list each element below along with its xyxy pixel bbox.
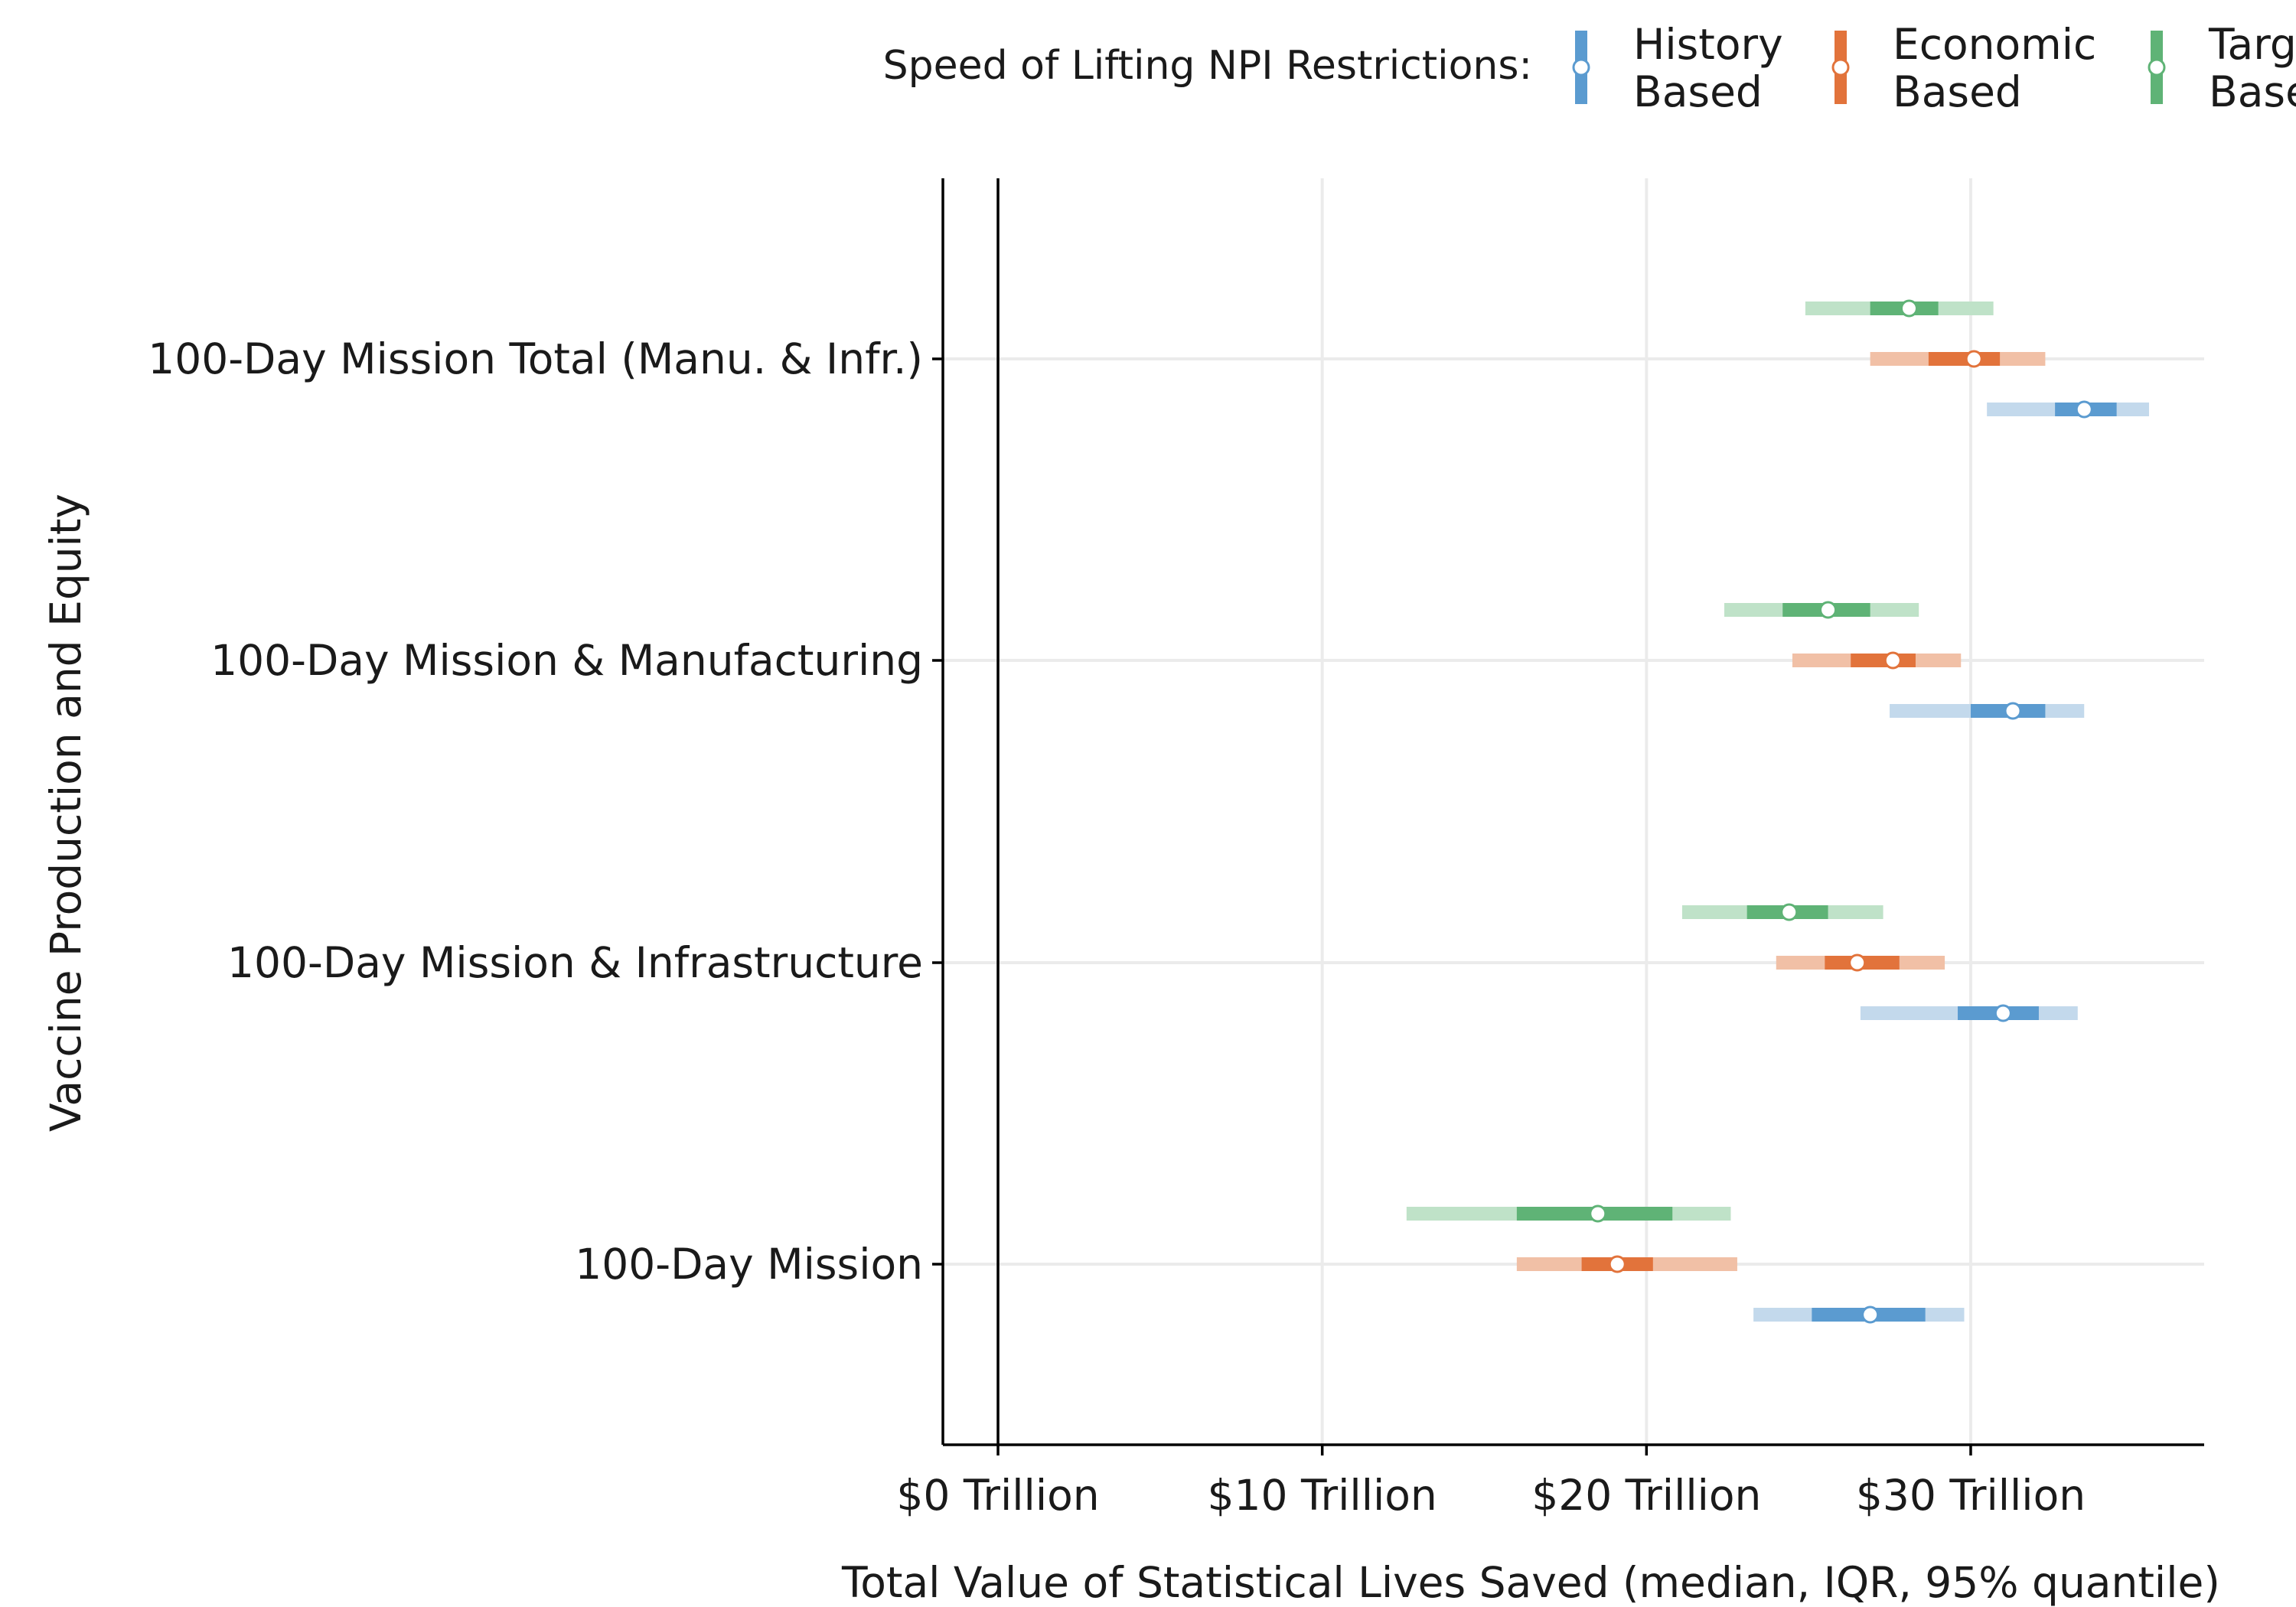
median-point bbox=[2004, 702, 2022, 720]
median-point bbox=[1994, 1004, 2012, 1022]
y-tick-label: 100-Day Mission & Infrastructure bbox=[227, 938, 923, 987]
x-tick-label: $0 Trillion bbox=[896, 1471, 1099, 1520]
legend-key-point bbox=[1572, 58, 1590, 77]
axes-layer: $0 Trillion $10 Trillion $20 Trillion $30 T… bbox=[148, 178, 2204, 1520]
marks-layer bbox=[1406, 299, 2149, 1324]
median-point bbox=[1883, 651, 1902, 670]
median-point bbox=[1819, 601, 1838, 619]
median-point bbox=[2075, 400, 2093, 419]
median-point bbox=[1589, 1204, 1607, 1223]
legend-key-point bbox=[1831, 58, 1850, 77]
legend-label: Based bbox=[1633, 67, 1763, 116]
x-tick-label: $10 Trillion bbox=[1208, 1471, 1437, 1520]
legend-key-point bbox=[2148, 58, 2166, 77]
x-tick-label: $20 Trillion bbox=[1531, 1471, 1761, 1520]
y-tick-label: 100-Day Mission Total (Manu. & Infr.) bbox=[148, 334, 923, 383]
median-point bbox=[1608, 1255, 1626, 1273]
legend-title: Speed of Lifting NPI Restrictions: bbox=[883, 43, 1532, 89]
x-axis-title: Total Value of Statistical Lives Saved (… bbox=[841, 1558, 2220, 1607]
legend: Speed of Lifting NPI Restrictions: Histo… bbox=[883, 20, 2296, 116]
y-tick-label: 100-Day Mission bbox=[575, 1240, 923, 1289]
y-axis-title: Vaccine Production and Equity bbox=[41, 494, 90, 1132]
x-tick-label: $30 Trillion bbox=[1856, 1471, 2086, 1520]
y-tick-label: 100-Day Mission & Manufacturing bbox=[210, 636, 923, 685]
median-point bbox=[1900, 299, 1918, 318]
median-point bbox=[1780, 903, 1799, 921]
legend-label: Economic bbox=[1893, 20, 2096, 69]
legend-label: Based bbox=[2209, 67, 2296, 116]
legend-label: History bbox=[1633, 20, 1783, 69]
grid-layer bbox=[943, 178, 2204, 1445]
legend-label: Based bbox=[1893, 67, 2022, 116]
median-point bbox=[1848, 953, 1867, 972]
median-point bbox=[1965, 350, 1983, 368]
legend-label: Targeted bbox=[2208, 20, 2296, 69]
median-point bbox=[1861, 1305, 1880, 1324]
